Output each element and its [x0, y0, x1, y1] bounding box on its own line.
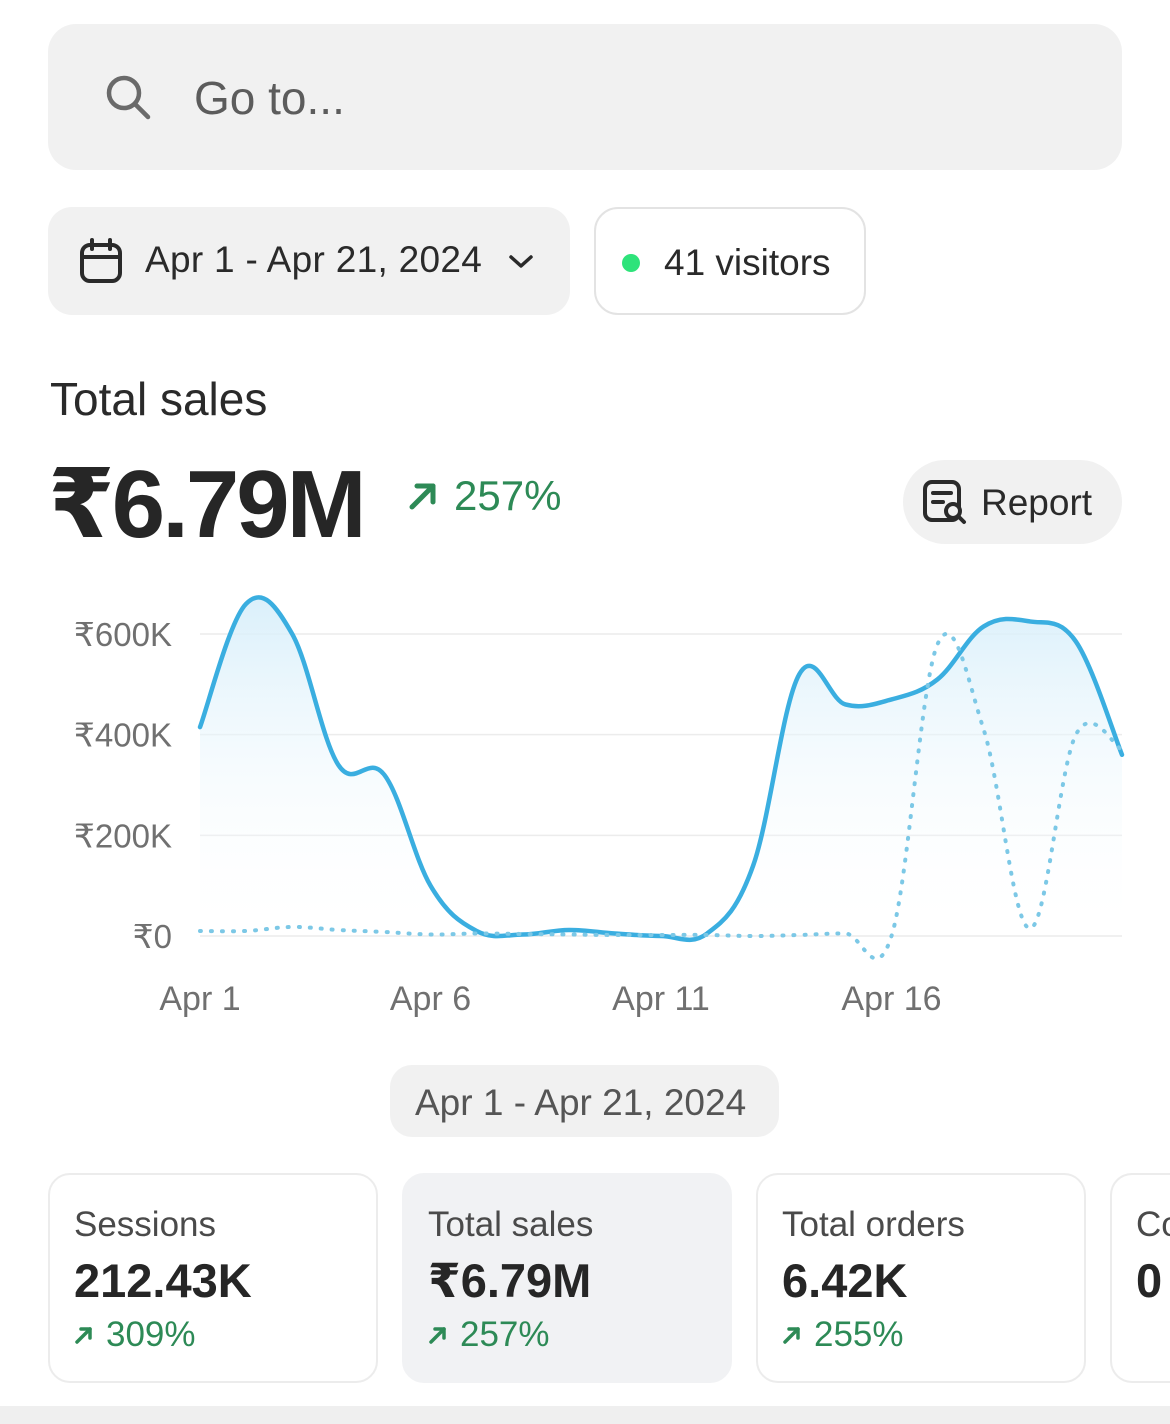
search-icon — [106, 75, 151, 120]
metric-delta-text: 257% — [460, 1315, 550, 1354]
metric-card-sessions[interactable]: Sessions 212.43K 309% — [48, 1173, 378, 1383]
metric-delta: 309% — [74, 1315, 196, 1355]
total-sales-delta: 257% — [406, 472, 561, 520]
x-tick-label: Apr 1 — [159, 980, 240, 1018]
x-tick-label: Apr 16 — [841, 980, 941, 1018]
metric-value: 212.43K — [74, 1254, 252, 1307]
metric-delta: 255% — [782, 1315, 904, 1355]
y-tick-label: ₹600K — [74, 616, 172, 653]
sales-line-chart: ₹0 ₹200K ₹400K ₹600K Apr 1 Apr 6 Apr 11 Apr 16 — [74, 595, 1125, 1018]
date-range-label: Apr 1 - Apr 21, 2024 — [145, 239, 483, 280]
metric-delta: 257% — [428, 1315, 550, 1355]
metric-label: Co — [1136, 1205, 1170, 1244]
metric-card-total-orders[interactable]: Total orders 6.42K 255% — [756, 1173, 1086, 1383]
live-visitors-button[interactable]: 41 visitors — [594, 207, 866, 315]
metric-label: Total sales — [428, 1205, 594, 1244]
report-label: Report — [981, 482, 1093, 523]
x-tick-label: Apr 11 — [612, 980, 710, 1018]
bottom-divider — [0, 1406, 1170, 1424]
metric-delta-text: 255% — [814, 1315, 904, 1354]
arrow-up-right-icon — [429, 1327, 446, 1344]
chart-range-label: Apr 1 - Apr 21, 2024 — [415, 1082, 747, 1123]
calendar-icon — [80, 238, 122, 283]
total-sales-delta-text: 257% — [454, 472, 562, 519]
report-search-icon — [923, 480, 966, 524]
series-line-comparison — [198, 632, 1124, 961]
metric-value: 6.42K — [782, 1254, 908, 1307]
metric-label: Total orders — [782, 1205, 965, 1244]
search-bar[interactable] — [48, 24, 1122, 170]
date-range-button[interactable]: Apr 1 - Apr 21, 2024 — [48, 207, 570, 315]
metric-delta-text: 309% — [106, 1315, 196, 1354]
metric-card-total-sales[interactable]: Total sales ₹6.79M 257% — [402, 1173, 732, 1383]
report-button[interactable]: Report — [903, 460, 1122, 544]
metric-value: 0 — [1136, 1254, 1163, 1307]
chevron-down-icon — [509, 255, 533, 268]
visitors-label: 41 visitors — [664, 242, 831, 283]
metric-card-partial[interactable]: Co 0 — [1110, 1173, 1170, 1383]
y-tick-label: ₹0 — [133, 918, 172, 955]
y-tick-label: ₹200K — [74, 817, 172, 854]
section-title: Total sales — [50, 373, 268, 425]
metric-label: Sessions — [74, 1205, 217, 1244]
chart-range-chip[interactable]: Apr 1 - Apr 21, 2024 — [390, 1065, 779, 1137]
series-area — [200, 597, 1122, 940]
x-tick-label: Apr 6 — [390, 980, 471, 1018]
arrow-up-right-icon — [75, 1327, 92, 1344]
total-sales-value: ₹6.79M — [48, 451, 367, 558]
search-input[interactable] — [194, 70, 1014, 126]
metric-value: ₹6.79M — [428, 1254, 592, 1307]
arrow-up-right-icon — [409, 483, 436, 510]
y-tick-label: ₹400K — [74, 717, 172, 754]
arrow-up-right-icon — [783, 1327, 800, 1344]
live-dot-icon — [622, 254, 640, 272]
